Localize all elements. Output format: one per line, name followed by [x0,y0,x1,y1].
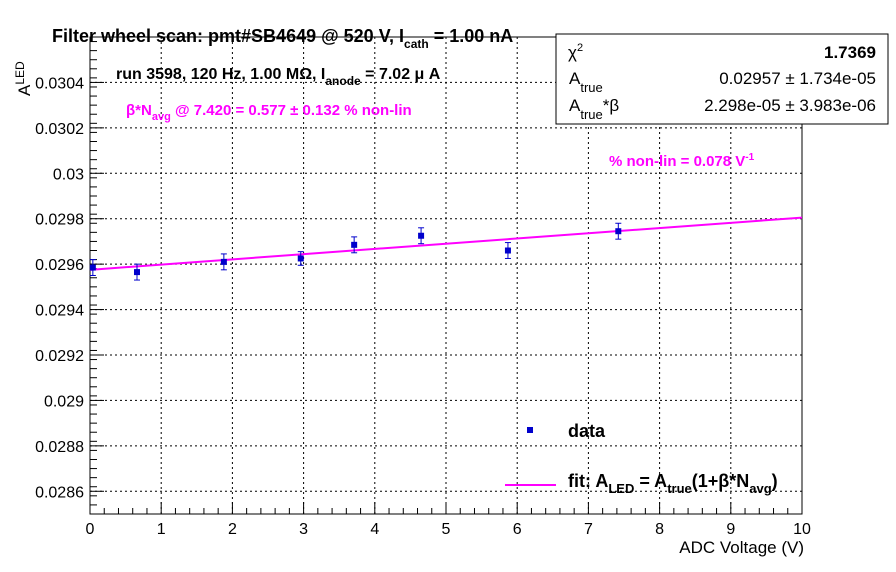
x-tick-label: 4 [370,521,379,538]
legend-fit-label: fit: ALED = Atrue(1+β*Navg) [568,471,778,496]
point-marker [133,269,140,276]
x-tick-label: 3 [299,521,308,538]
x-tick-label: 1 [157,521,166,538]
x-tick-label: 2 [228,521,237,538]
y-axis-label: ALED [13,61,34,96]
data-points [89,222,622,281]
y-tick-label: 0.0304 [35,75,84,92]
legend-data-marker [527,427,533,433]
data-point [418,227,425,245]
y-tick-label: 0.0288 [35,439,84,456]
stat-atrue-label: Atrue [569,69,603,95]
data-point [615,222,622,240]
point-marker [89,264,96,271]
run-info: run 3598, 120 Hz, 1.00 MΩ, Ianode = 7.02… [116,66,441,88]
y-tick-label: 0.0298 [35,212,84,229]
grid-lines [89,37,803,514]
x-tick-label: 5 [442,521,451,538]
x-tick-label: 9 [726,521,735,538]
point-marker [615,228,622,235]
data-point [297,251,304,266]
stats-box: χ2 1.7369 Atrue 0.02957 ± 1.734e-05 Atru… [555,33,889,125]
data-point [133,263,140,281]
y-tick-label: 0.03 [53,166,84,183]
y-tick-label: 0.0302 [35,121,84,138]
axes: 0 1 2 3 4 5 6 7 8 9 10 0.0286 0.0288 0.029 0.0292 0.029… [35,41,811,538]
nonlin-annotation: % non-lin = 0.078 V-1 [609,152,755,170]
point-marker [297,255,304,262]
x-tick-label: 8 [655,521,664,538]
y-tick-label: 0.0294 [35,303,84,320]
data-point [351,236,358,254]
chart-title: Filter wheel scan: pmt#SB4649 @ 520 V, I… [52,26,513,51]
data-point [220,253,227,271]
legend: data fit: ALED = Atrue(1+β*Navg) [505,421,778,496]
x-axis-label: ADC Voltage (V) [679,538,804,557]
stat-atruebeta-value: 2.298e-05 ± 3.983e-06 [704,96,876,115]
x-tick-label: 10 [793,521,811,538]
y-tick-label: 0.0292 [35,348,84,365]
stat-chi2-label: χ2 [568,42,583,62]
stat-atruebeta-label: Atrue*β [569,96,619,122]
x-tick-label: 6 [513,521,522,538]
x-tick-label: 0 [86,521,95,538]
point-marker [504,247,511,254]
fit-line [89,216,803,271]
y-tick-label: 0.029 [44,393,84,410]
point-marker [220,258,227,265]
data-point [89,259,96,276]
legend-data-label: data [568,421,606,441]
stat-atrue-value: 0.02957 ± 1.734e-05 [719,69,876,88]
y-tick-label: 0.0296 [35,257,84,274]
data-point [504,242,511,259]
y-tick-label: 0.0286 [35,484,84,501]
beta-annotation: β*Navg @ 7.420 = 0.577 ± 0.132 % non-lin [126,102,412,123]
x-tick-label: 7 [584,521,593,538]
point-marker [418,232,425,239]
point-marker [351,241,358,248]
stat-chi2-value: 1.7369 [824,43,876,62]
